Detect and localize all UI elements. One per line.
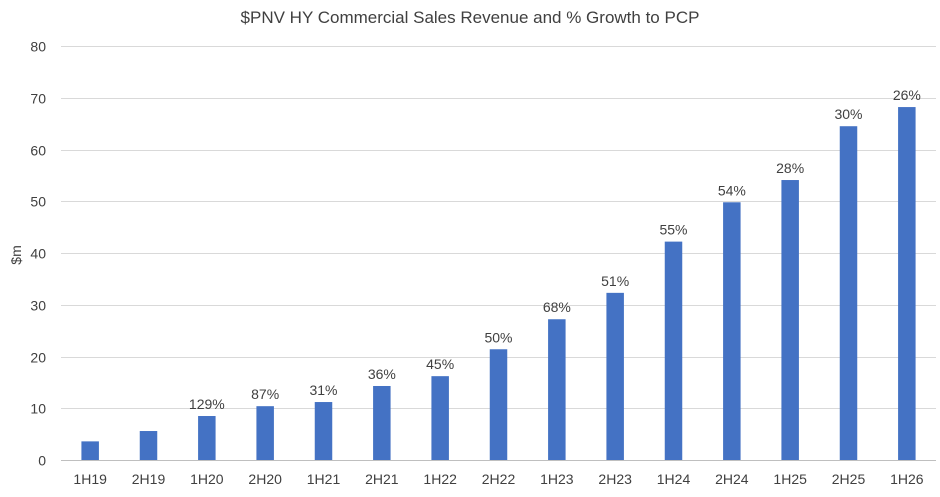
data-label: 30% (834, 106, 862, 122)
bar-2h24 (723, 202, 741, 460)
y-axis-ticks: 0 10 20 30 40 50 60 70 80 (30, 39, 46, 469)
y-tick-label: 0 (38, 453, 46, 469)
data-label: 129% (189, 396, 225, 412)
y-tick-label: 70 (30, 91, 46, 107)
bar-1h19 (81, 441, 99, 460)
bar-1h22 (431, 376, 449, 460)
gridlines (61, 46, 936, 461)
x-tick-label: 2H25 (832, 471, 866, 487)
data-label: 31% (309, 382, 337, 398)
x-tick-label: 1H23 (540, 471, 574, 487)
x-tick-label: 1H19 (73, 471, 107, 487)
x-tick-label: 1H21 (307, 471, 341, 487)
data-label: 36% (368, 366, 396, 382)
bars (81, 107, 916, 461)
chart-title: $PNV HY Commercial Sales Revenue and % G… (241, 8, 700, 27)
bar-2h19 (139, 431, 158, 460)
x-tick-label: 1H20 (190, 471, 224, 487)
bar-1h23 (548, 319, 566, 460)
x-tick-label: 1H22 (423, 471, 457, 487)
x-tick-label: 2H22 (482, 471, 516, 487)
data-labels: 129% 87% 31% 36% 45% 50% 68% 51% 55% 54% 28% 30% 26% (189, 87, 921, 412)
bar-2h22 (489, 349, 508, 460)
data-label: 45% (426, 356, 454, 372)
x-tick-label: 1H25 (773, 471, 807, 487)
y-tick-label: 50 (30, 194, 46, 210)
data-label: 54% (718, 182, 746, 198)
x-tick-label: 1H26 (890, 471, 924, 487)
y-tick-label: 30 (30, 298, 46, 314)
x-tick-label: 2H24 (715, 471, 749, 487)
data-label: 87% (251, 386, 279, 402)
bar-1h26 (898, 107, 916, 460)
x-tick-label: 2H20 (248, 471, 282, 487)
x-tick-label: 1H24 (657, 471, 691, 487)
bar-2h21 (373, 385, 391, 460)
y-axis-label: $m (8, 245, 24, 264)
data-label: 51% (601, 273, 629, 289)
x-tick-label: 2H23 (598, 471, 632, 487)
y-tick-label: 80 (30, 39, 46, 55)
x-axis-ticks: 1H19 2H19 1H20 2H20 1H21 2H21 1H22 2H22 1H23 2H23… (73, 471, 923, 487)
data-label: 55% (659, 222, 687, 238)
y-tick-label: 40 (30, 246, 46, 262)
y-tick-label: 20 (30, 350, 46, 366)
x-tick-label: 2H21 (365, 471, 399, 487)
bar-2h20 (256, 406, 274, 460)
bar-1h21 (314, 402, 333, 460)
y-tick-label: 60 (30, 143, 46, 159)
bar-2h23 (606, 292, 624, 460)
data-label: 68% (543, 299, 571, 315)
data-label: 26% (893, 87, 921, 103)
data-label: 28% (776, 160, 804, 176)
x-tick-label: 2H19 (132, 471, 166, 487)
bar-1h24 (664, 241, 683, 460)
bar-1h25 (781, 180, 799, 460)
bar-1h20 (198, 416, 216, 460)
bar-2h25 (839, 126, 858, 461)
data-label: 50% (484, 329, 512, 345)
y-tick-label: 10 (30, 401, 46, 417)
